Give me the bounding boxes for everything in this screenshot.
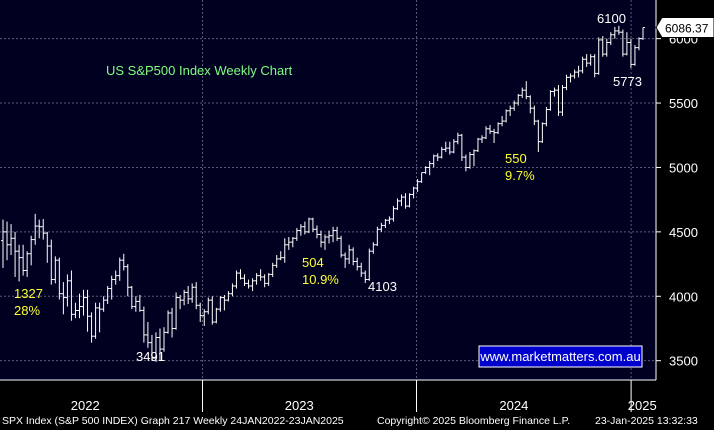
annotation-label: 4103 [368, 279, 397, 294]
annotation-label: 6100 [597, 11, 626, 26]
y-tick-label: 3500 [669, 354, 698, 369]
annotation-label: 9.7% [505, 168, 535, 183]
watermark-box [478, 345, 643, 368]
y-tick-label: 5000 [669, 160, 698, 175]
last-price-tag [655, 17, 714, 39]
x-tick-label: 2022 [71, 398, 100, 412]
footer-left: SPX Index (S&P 500 INDEX) Graph 217 Week… [2, 415, 344, 427]
annotation-labels: US S&P500 Index Weekly Chart 1327 28% 504 10… [14, 11, 643, 368]
footer-bar: SPX Index (S&P 500 INDEX) Graph 217 Week… [0, 412, 714, 430]
annotation-label: 1327 [14, 286, 43, 301]
y-tick-label: 4500 [669, 225, 698, 240]
annotation-label: 10.9% [302, 272, 339, 287]
annotation-label: 5773 [613, 74, 642, 89]
x-tick-label: 2024 [499, 398, 528, 412]
y-tick-label: 4000 [669, 289, 698, 304]
watermark-url: www.marketmatters.com.au [479, 349, 640, 364]
footer-timestamp: 23-Jan-2025 13:32:33 [595, 415, 698, 427]
last-price-label: 6086.37 [665, 22, 709, 36]
grid-lines [0, 0, 656, 380]
annotation-label: 550 [505, 151, 527, 166]
plot-background [0, 0, 656, 380]
y-tick-label: 5500 [669, 96, 698, 111]
annotation-label: 28% [14, 303, 40, 318]
price-series [1, 25, 645, 362]
footer-copyright: Copyright© 2025 Bloomberg Finance L.P. [377, 415, 571, 427]
x-tick-label: 2025 [628, 398, 657, 412]
annotation-label: 3491 [136, 349, 165, 364]
annotation-label: 504 [302, 255, 324, 270]
x-tick-label: 2023 [285, 398, 314, 412]
chart-title: US S&P500 Index Weekly Chart [106, 63, 293, 78]
